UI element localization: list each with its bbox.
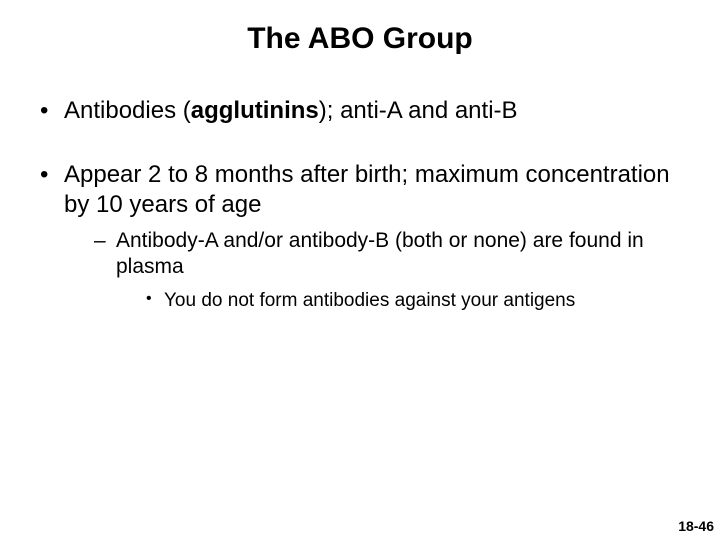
sub-bullet-text: Antibody-A and/or antibody-B (both or no…	[116, 229, 644, 278]
bullet-text-suffix: ); anti-A and anti-B	[319, 97, 518, 124]
bullet-text-prefix: Antibodies (	[64, 97, 191, 124]
bullet-list: Antibodies (agglutinins); anti-A and ant…	[30, 96, 690, 312]
subsub-bullet-text: You do not form antibodies against your …	[164, 290, 575, 311]
sub-bullet-item: Antibody-A and/or antibody-B (both or no…	[94, 228, 690, 312]
sub-bullet-list: Antibody-A and/or antibody-B (both or no…	[64, 228, 690, 312]
slide-title: The ABO Group	[30, 22, 690, 56]
bullet-item-2: Appear 2 to 8 months after birth; maximu…	[40, 160, 690, 312]
bullet-text-bold: agglutinins	[191, 97, 319, 124]
slide-number: 18-46	[678, 518, 714, 534]
bullet-text: Appear 2 to 8 months after birth; maximu…	[64, 161, 670, 218]
subsub-bullet-item: You do not form antibodies against your …	[146, 289, 690, 313]
subsub-bullet-list: You do not form antibodies against your …	[116, 289, 690, 313]
slide: The ABO Group Antibodies (agglutinins); …	[0, 0, 720, 540]
bullet-item-1: Antibodies (agglutinins); anti-A and ant…	[40, 96, 690, 126]
